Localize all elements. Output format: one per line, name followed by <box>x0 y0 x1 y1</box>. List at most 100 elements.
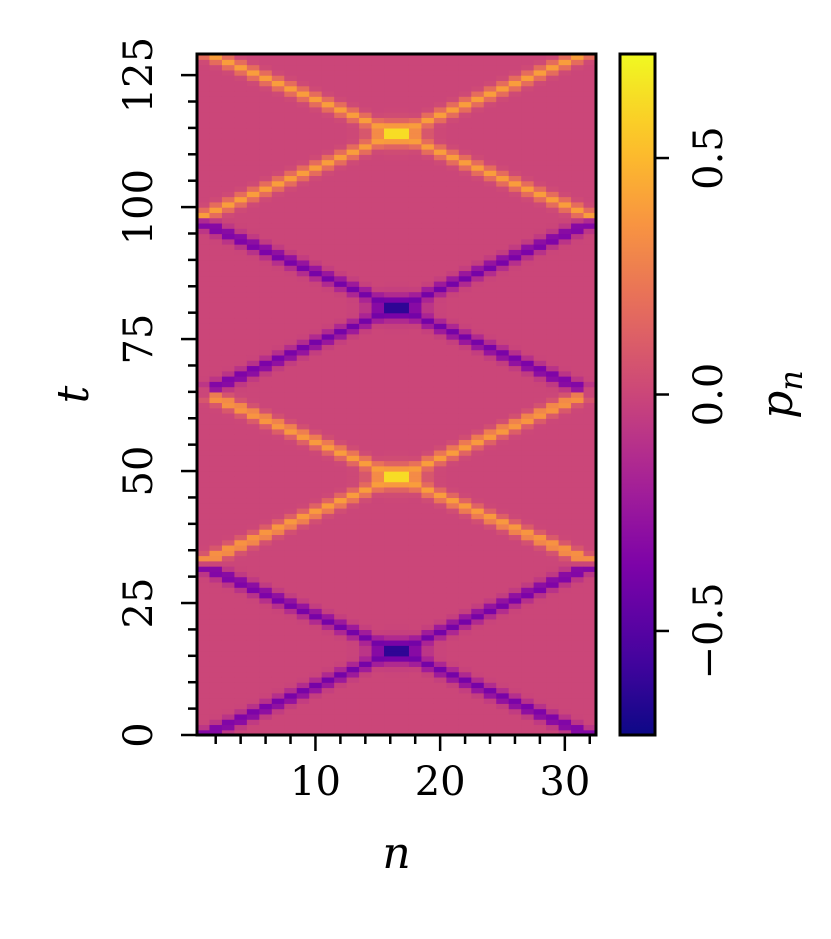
heatmap-cell <box>521 434 535 440</box>
heatmap-cell <box>296 523 310 530</box>
heatmap-cell <box>433 96 447 103</box>
heatmap-cell <box>521 455 535 462</box>
heatmap-cell <box>483 349 497 356</box>
heatmap-cell <box>446 687 460 694</box>
heatmap-cell <box>209 185 223 192</box>
heatmap-cell <box>408 286 423 293</box>
heatmap-cell <box>396 486 410 493</box>
heatmap-cell <box>483 465 497 472</box>
heatmap-cell <box>446 397 460 404</box>
heatmap-cell <box>271 133 285 140</box>
heatmap-cell <box>334 529 348 535</box>
heatmap-cell <box>446 328 460 335</box>
heatmap-cell <box>508 465 522 472</box>
heatmap-cell <box>284 101 298 108</box>
heatmap-cell <box>321 412 335 419</box>
heatmap-cell <box>421 581 435 588</box>
heatmap-cell <box>309 566 323 572</box>
heatmap-cell <box>571 180 585 187</box>
heatmap-cell <box>271 550 285 557</box>
heatmap-cell <box>446 434 460 440</box>
heatmap-cell <box>483 508 497 514</box>
heatmap-cell <box>446 682 460 689</box>
heatmap-cell <box>221 69 236 76</box>
heatmap-cell <box>346 185 360 192</box>
heatmap-cell <box>483 217 497 224</box>
heatmap-cell <box>408 513 423 520</box>
heatmap-cell <box>284 370 298 377</box>
heatmap-cell <box>533 259 547 266</box>
heatmap-cell <box>508 69 522 76</box>
heatmap-cell <box>508 296 522 303</box>
heatmap-cell <box>246 645 260 652</box>
heatmap-cell <box>234 333 248 340</box>
heatmap-cell <box>546 291 560 298</box>
heatmap-cell <box>421 539 435 546</box>
heatmap-cell <box>508 513 522 520</box>
heatmap-cell <box>259 428 273 435</box>
heatmap-cell <box>284 217 298 224</box>
heatmap-cell <box>271 170 285 177</box>
heatmap-cell <box>309 423 323 430</box>
heatmap-cell <box>321 291 335 298</box>
heatmap-cell <box>558 85 572 92</box>
heatmap-cell <box>197 254 211 261</box>
heatmap-cell <box>359 69 373 76</box>
heatmap-cell <box>384 207 398 213</box>
heatmap-cell <box>421 291 435 298</box>
heatmap-cell <box>209 180 223 187</box>
heatmap-cell <box>521 54 535 60</box>
heatmap-cell <box>508 492 522 499</box>
heatmap-cell <box>359 407 373 414</box>
heatmap-cell <box>259 634 273 641</box>
heatmap-cell <box>458 566 472 572</box>
heatmap-cell <box>221 222 236 229</box>
heatmap-cell <box>433 196 447 203</box>
heatmap-cell <box>359 555 373 562</box>
heatmap-cell <box>471 603 485 609</box>
heatmap-cell <box>359 164 373 171</box>
heatmap-cell <box>371 386 385 393</box>
heatmap-cell <box>209 391 223 398</box>
heatmap-cell <box>508 729 522 736</box>
heatmap-cell <box>433 576 447 583</box>
heatmap-cell <box>546 259 560 266</box>
heatmap-cell <box>334 608 348 615</box>
heatmap-cell <box>446 581 460 588</box>
heatmap-cell <box>384 655 398 662</box>
heatmap-cell <box>309 170 323 177</box>
heatmap-cell <box>309 687 323 694</box>
heatmap-cell <box>483 571 497 578</box>
heatmap-cell <box>533 159 547 166</box>
heatmap-cell <box>209 159 223 166</box>
heatmap-cell <box>234 159 248 166</box>
heatmap-cell <box>483 629 497 636</box>
heatmap-cell <box>558 90 572 97</box>
heatmap-cell <box>371 397 385 404</box>
heatmap-cell <box>521 101 535 108</box>
heatmap-cell <box>471 270 485 277</box>
heatmap-cell <box>284 154 298 161</box>
heatmap-cell <box>284 471 298 477</box>
heatmap-cell <box>421 365 435 372</box>
heatmap-cell <box>458 370 472 377</box>
heatmap-cell <box>546 471 560 477</box>
heatmap-cell <box>321 270 335 277</box>
heatmap-cell <box>197 106 211 113</box>
heatmap-cell <box>209 381 223 388</box>
heatmap-cell <box>197 312 211 319</box>
heatmap-cell <box>221 471 236 477</box>
heatmap-cell <box>521 281 535 287</box>
heatmap-cell <box>508 613 522 620</box>
heatmap-cell <box>284 291 298 298</box>
heatmap-cell <box>496 661 510 667</box>
heatmap-cell <box>309 518 323 525</box>
heatmap-cell <box>209 106 223 113</box>
heatmap-cell <box>521 117 535 124</box>
heatmap-cell <box>471 423 485 430</box>
heatmap-cell <box>309 671 323 678</box>
heatmap-cell <box>483 270 497 277</box>
heatmap-cell <box>259 692 273 699</box>
heatmap-cell <box>421 576 435 583</box>
heatmap-cell <box>246 117 260 124</box>
